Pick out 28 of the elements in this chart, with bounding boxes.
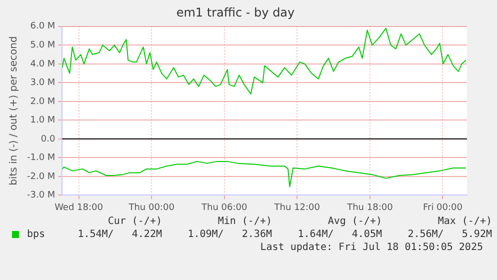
text: 2.56M/ 5.92M [406,229,492,240]
text: Avg (-/+) [326,216,382,227]
legend-label: bps [27,229,46,240]
x-tick-label: Thu 00:00 [128,202,175,213]
y-axis-title: bits in (-) / out (+) per second [8,36,20,186]
text: Min (-/+) [216,216,272,227]
text: Cur (-/+) [106,216,162,227]
y-tick-label: 1.0 M [30,116,56,126]
text: 1.64M/ 4.05M [296,229,382,240]
chart-title: em1 traffic - by day [176,5,295,20]
y-tick-label: 4.0 M [30,59,56,70]
y-tick-label: 3.0 M [30,78,56,88]
y-tick-label: -2.0 M [27,172,56,182]
text: 1.54M/ 4.22M [76,229,162,240]
x-tick-label: Thu 12:00 [273,202,320,213]
y-tick-label: 2.0 M [30,96,56,107]
y-tick-label: 6.0 M [30,22,56,32]
x-tick-label: Thu 18:00 [346,202,394,213]
y-tick-label: -3.0 M [27,190,56,201]
x-tick-label: Thu 06:00 [200,202,248,213]
y-tick-label: 0.0 [40,134,56,144]
text: Max (-/+) [436,216,492,227]
text: 1.09M/ 2.36M [186,229,272,240]
x-tick-label: Fri 00:00 [422,202,463,213]
y-tick-label: 5.0 M [30,40,56,50]
y-tick-label: -1.0 M [27,153,56,164]
text: Last update: Fri Jul 18 01:50:05 2025 [259,242,483,253]
x-tick-label: Wed 18:00 [54,202,104,213]
